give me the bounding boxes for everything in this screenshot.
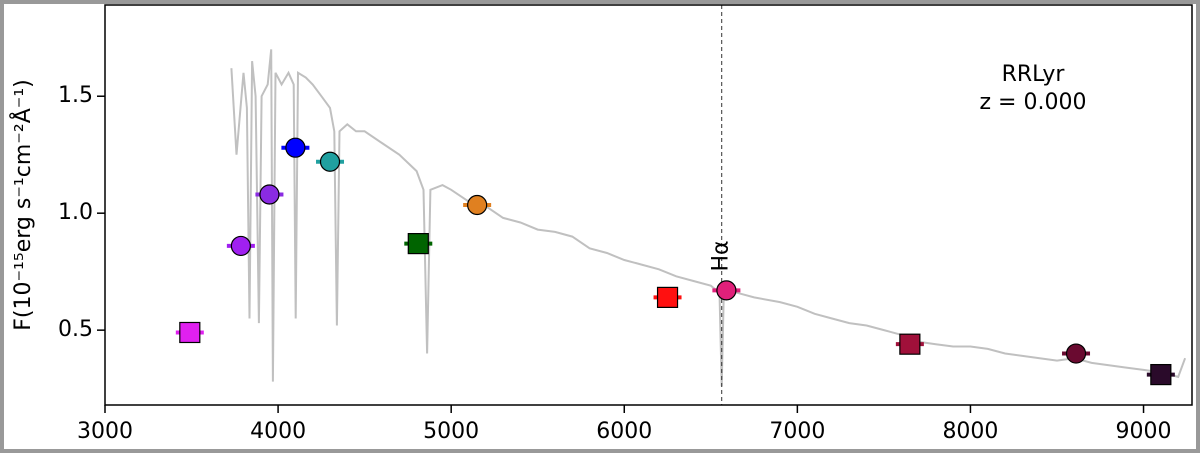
x-tick-label: 3000 — [77, 419, 133, 444]
x-tick-label: 4000 — [250, 419, 306, 444]
photometry-circle — [1065, 343, 1087, 364]
y-axis-label: F(10⁻¹⁵erg s⁻¹cm⁻²Å⁻¹) — [9, 79, 36, 331]
photometry-circle — [230, 235, 251, 257]
photometry-circle — [319, 151, 341, 172]
photometry-square — [407, 232, 429, 255]
photometry-circle — [716, 280, 737, 301]
x-tick-label: 8000 — [942, 419, 998, 444]
annotation-box — [968, 60, 1098, 120]
annotation: RRLyr — [1002, 62, 1066, 87]
photometry-circle — [285, 137, 306, 158]
x-tick-label: 5000 — [423, 419, 479, 444]
photometry-square — [1150, 363, 1172, 386]
y-tick-label: 0.5 — [58, 317, 93, 342]
x-tick-label: 6000 — [596, 419, 652, 444]
photometry-circle — [467, 194, 488, 216]
photometry-square — [179, 321, 201, 344]
x-tick-label: 9000 — [1116, 419, 1172, 444]
plot-frame — [104, 4, 1193, 406]
photometry-circle — [259, 184, 280, 205]
y-tick-label: 1.0 — [58, 200, 93, 225]
x-tick-label: 7000 — [769, 419, 825, 444]
y-tick-label: 1.5 — [58, 83, 93, 108]
h-alpha-label: Hα — [709, 240, 734, 271]
photometry-square — [899, 333, 921, 355]
photometry-square — [656, 286, 679, 308]
annotation: z = 0.000 — [980, 90, 1087, 115]
spectrum-line — [230, 49, 1187, 387]
